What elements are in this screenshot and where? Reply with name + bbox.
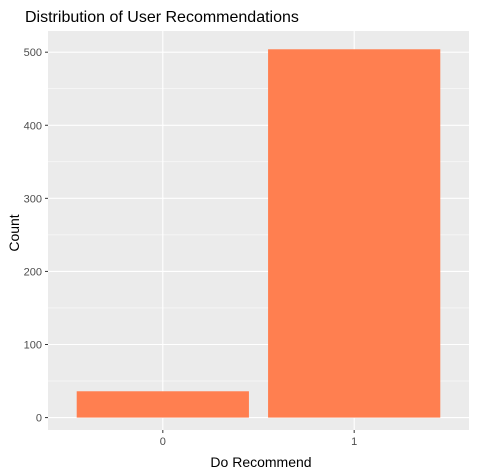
bar-0	[76, 391, 249, 418]
y-tick-label: 500	[24, 47, 42, 59]
y-tick-label: 300	[24, 193, 42, 205]
y-tick-label: 200	[24, 266, 42, 278]
y-tick-label: 100	[24, 340, 42, 352]
bars	[76, 49, 441, 418]
x-tick-label: 1	[351, 436, 357, 448]
x-tick-label: 0	[160, 436, 166, 448]
y-axis-title: Count	[6, 214, 22, 251]
chart-title: Distribution of User Recommendations	[25, 9, 299, 26]
x-axis-title: Do Recommend	[210, 454, 311, 470]
bar-1	[268, 49, 441, 418]
y-tick-label: 0	[36, 413, 42, 425]
axes: 0 100 200 300 400 500 0 1	[24, 47, 358, 448]
y-tick-label: 400	[24, 120, 42, 132]
